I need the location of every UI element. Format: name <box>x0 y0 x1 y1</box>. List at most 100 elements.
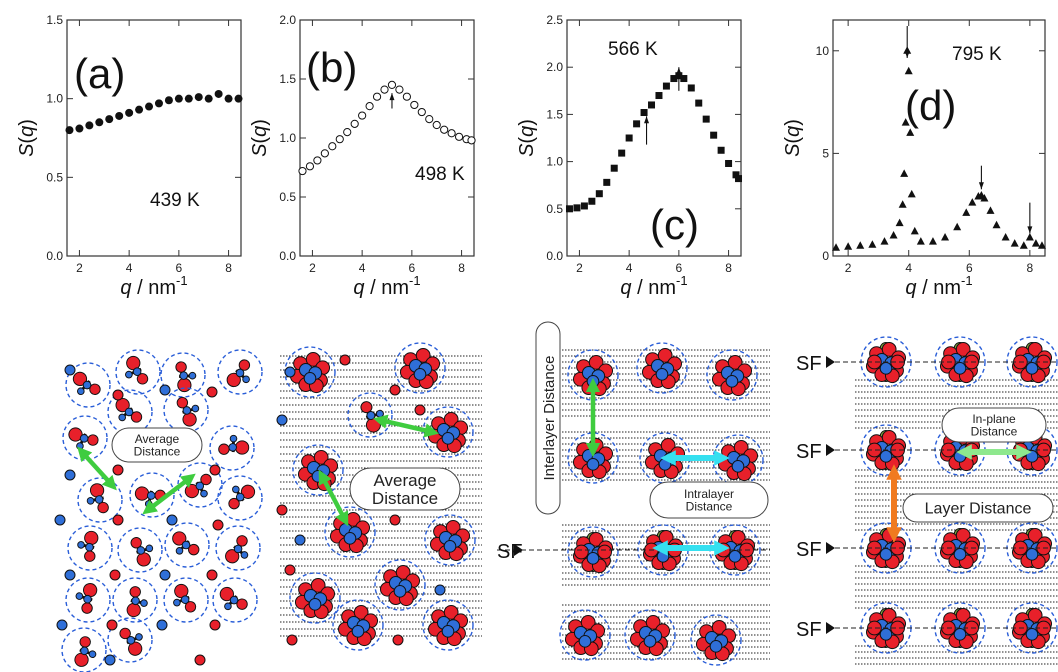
bubble-text: Average <box>135 432 180 446</box>
cluster-boundary <box>636 342 688 394</box>
atom <box>434 584 446 596</box>
x-tick-label: 2 <box>576 261 583 275</box>
atom <box>235 368 245 378</box>
atom <box>953 628 967 641</box>
atom <box>119 627 131 640</box>
y-tick-label: 1.5 <box>279 72 296 86</box>
atom <box>130 537 142 549</box>
cluster <box>939 341 981 384</box>
cluster-boundary <box>289 572 341 624</box>
atom <box>104 654 116 666</box>
data-point <box>662 82 670 90</box>
atom <box>580 614 596 630</box>
atom <box>1025 628 1039 641</box>
distance-arrow <box>77 446 117 491</box>
x-axis-label: q / nm-1 <box>620 273 687 299</box>
data-point <box>402 92 411 101</box>
bubble-text: Distance <box>372 489 438 508</box>
atom <box>179 371 188 380</box>
cluster <box>865 341 907 384</box>
atom <box>375 409 384 418</box>
cluster-boundary <box>107 389 153 435</box>
data-point <box>710 131 718 139</box>
x-tick-label: 8 <box>1027 261 1034 275</box>
atom <box>308 598 322 611</box>
x-tick-label: 6 <box>409 261 416 275</box>
atom <box>76 442 84 450</box>
y-tick-label: 1.5 <box>46 13 63 27</box>
cluster <box>337 604 379 647</box>
data-point <box>640 109 648 117</box>
atom <box>84 550 96 562</box>
atom <box>86 497 95 505</box>
data-point <box>467 136 476 145</box>
atom <box>1027 607 1043 623</box>
atom <box>82 380 92 390</box>
data-point <box>980 194 989 202</box>
cluster <box>865 527 907 570</box>
atom <box>182 412 197 427</box>
cluster-boundary <box>163 387 209 433</box>
atom <box>68 427 83 442</box>
atom <box>238 359 251 371</box>
cluster-boundary <box>212 577 258 623</box>
temperature-label: 795 K <box>952 44 1002 65</box>
cluster <box>1011 341 1053 384</box>
sf-pointer <box>826 444 835 456</box>
molecule <box>173 583 197 613</box>
sf-pointer <box>826 356 835 368</box>
atom <box>236 598 248 610</box>
atom <box>124 407 134 417</box>
atom <box>955 527 971 543</box>
atom <box>313 449 329 465</box>
atom <box>177 377 192 393</box>
atom <box>730 529 746 545</box>
y-tick-label: 0.0 <box>546 249 563 263</box>
data-point <box>962 208 971 216</box>
cluster-boundary <box>115 349 161 395</box>
data-point <box>105 115 114 124</box>
atom <box>87 434 99 446</box>
label-bubble <box>349 467 461 511</box>
atom <box>188 371 197 380</box>
cluster <box>939 527 981 570</box>
diagrams-layer: AverageDistanceAverageDistanceInterlayer… <box>54 321 1058 672</box>
atom <box>586 552 600 565</box>
cluster <box>289 351 331 394</box>
data-point <box>164 96 173 105</box>
atom <box>879 628 893 641</box>
atom <box>106 619 118 631</box>
data-point <box>125 108 134 117</box>
data-point <box>928 237 937 245</box>
chart-panel-c: 2 4 6 8 0.0 0.5 1.0 1.5 2.0 2.5 q / nm-1 S(q) (c) 566… <box>516 13 743 299</box>
data-point <box>670 75 678 83</box>
cluster-boundary <box>215 525 261 571</box>
y-tick-label: 0.5 <box>46 170 63 184</box>
label-bubble <box>111 427 203 463</box>
x-axis-label: q / nm-1 <box>120 273 187 299</box>
atom <box>656 550 670 563</box>
cluster-boundary <box>65 577 111 623</box>
x-axis-label: q / nm-1 <box>905 273 972 299</box>
atom <box>115 397 130 413</box>
data-point <box>343 128 352 137</box>
atom <box>393 585 407 598</box>
data-point <box>115 111 124 120</box>
distance-arrow <box>372 414 440 438</box>
atom <box>343 532 357 545</box>
y-tick-label: 1.0 <box>46 92 63 106</box>
x-tick-label: 8 <box>225 261 232 275</box>
y-tick-label: 2.5 <box>546 13 563 27</box>
atom <box>728 550 742 563</box>
plot-frame <box>66 19 242 257</box>
atom <box>310 577 326 593</box>
y-tick-label: 0.0 <box>279 249 296 263</box>
sf-label: SF <box>796 539 822 561</box>
y-tick-label: 1.0 <box>546 155 563 169</box>
atom <box>443 540 457 553</box>
molecule <box>125 355 149 385</box>
atom <box>64 569 76 581</box>
atom <box>159 384 171 396</box>
atom <box>75 592 84 600</box>
